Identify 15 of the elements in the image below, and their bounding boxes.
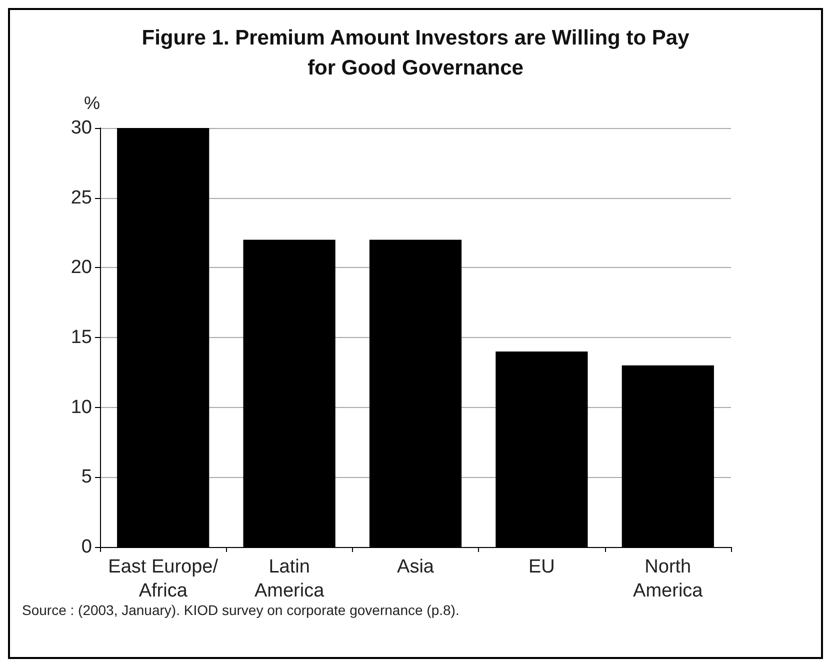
y-tick-label: 30	[70, 118, 92, 138]
x-tick-label: Latin America	[254, 556, 325, 602]
y-tick-label: 5	[81, 466, 92, 488]
x-tick-label: Asia	[397, 556, 434, 578]
y-tick-label: 25	[70, 187, 92, 208]
y-axis-title: %	[84, 93, 100, 113]
y-tick-label: 20	[70, 257, 92, 278]
source-note: Source : (2003, January). KIOD survey on corporate governance (p.8).	[22, 602, 460, 618]
x-tick-label: East Europe/ Africa	[108, 556, 219, 602]
x-tick-label: EU	[528, 556, 555, 578]
chart-title: Figure 1. Premium Amount Investors are Willing to Pay for Good Governance	[142, 26, 690, 80]
x-tick-label: North America	[633, 556, 704, 602]
y-tick-label: 10	[70, 396, 92, 418]
y-tick-label: 15	[70, 327, 92, 348]
y-tick-label: 0	[81, 536, 92, 558]
